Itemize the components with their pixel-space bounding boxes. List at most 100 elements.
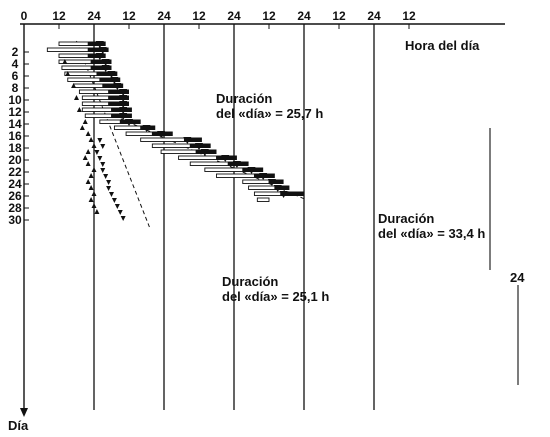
- activity-bar: [96, 71, 118, 76]
- onset-marker: [119, 89, 128, 96]
- triangle-up-marker: [94, 209, 100, 214]
- y-tick-label: 4: [12, 57, 19, 71]
- annotation-text: del «día» = 25,1 h: [222, 289, 329, 304]
- triangle-up-marker: [82, 119, 88, 124]
- rest-bar: [58, 41, 89, 46]
- annotation-text: del «día» = 25,7 h: [216, 106, 323, 121]
- activity-bar: [274, 185, 290, 190]
- x-axis-title: Hora del día: [405, 38, 480, 53]
- y-tick-label: 20: [8, 153, 22, 167]
- y-tick-label: 12: [8, 105, 22, 119]
- triangle-down-marker: [117, 210, 123, 215]
- y-tick-label: 26: [8, 189, 22, 203]
- y-tick-label: 10: [8, 93, 22, 107]
- triangle-down-marker: [103, 174, 109, 179]
- rest-bar: [160, 149, 197, 154]
- triangle-down-marker: [100, 144, 106, 149]
- rest-bar: [61, 65, 92, 70]
- y-axis-arrow: [20, 408, 28, 417]
- triangle-up-marker: [76, 107, 82, 112]
- annotation-text: Duración: [222, 274, 278, 289]
- x-tick-label: 0: [21, 9, 28, 23]
- triangle-up-marker: [88, 137, 94, 142]
- onset-marker: [267, 179, 276, 186]
- annotation-text: 24: [510, 270, 525, 285]
- y-tick-label: 24: [8, 177, 22, 191]
- activity-bar: [99, 77, 121, 82]
- x-tick-label: 12: [332, 9, 346, 23]
- onset-marker: [273, 185, 282, 192]
- triangle-up-marker: [91, 203, 97, 208]
- triangle-down-marker: [94, 150, 100, 155]
- triangle-up-marker: [91, 143, 97, 148]
- onset-marker: [98, 47, 107, 54]
- onset-marker: [247, 167, 256, 174]
- activity-bar: [184, 137, 202, 142]
- x-tick-label: 12: [262, 9, 276, 23]
- rest-bar: [84, 113, 112, 118]
- axes: 0 12 24 12 24 12 24 12 24 12 24 1224681012141618202…: [8, 9, 505, 417]
- onset-marker: [107, 71, 116, 78]
- rest-bar: [113, 125, 142, 130]
- activity-bar: [88, 41, 106, 46]
- triangle-down-marker: [100, 168, 106, 173]
- onset-marker: [95, 41, 104, 48]
- triangle-down-marker: [114, 204, 120, 209]
- x-tick-label: 24: [297, 9, 311, 23]
- grid-lines: [93, 24, 519, 410]
- triangle-up-marker: [85, 149, 91, 154]
- triangle-up-marker: [79, 125, 85, 130]
- x-tick-label: 12: [52, 9, 66, 23]
- onset-marker: [113, 83, 122, 90]
- triangle-down-marker: [106, 180, 112, 185]
- onset-marker: [232, 161, 241, 168]
- triangle-down-marker: [111, 198, 117, 203]
- rest-bar: [58, 59, 92, 64]
- y-tick-label: 16: [8, 129, 22, 143]
- onset-marker: [101, 59, 110, 66]
- rest-bar: [81, 107, 112, 112]
- triangle-down-marker: [97, 138, 103, 143]
- triangle-up-marker: [88, 185, 94, 190]
- y-tick-label: 14: [8, 117, 22, 131]
- x-tick-label: 12: [122, 9, 136, 23]
- triangle-up-marker: [91, 167, 97, 172]
- x-tick-label: 24: [157, 9, 171, 23]
- rest-bar: [253, 191, 282, 196]
- triangle-up-marker: [88, 173, 94, 178]
- onset-marker: [157, 131, 166, 138]
- rest-bar: [140, 137, 185, 142]
- rest-bar: [216, 173, 255, 178]
- onset-marker: [279, 191, 288, 198]
- triangle-up-marker: [85, 161, 91, 166]
- y-tick-label: 22: [8, 165, 22, 179]
- triangle-down-marker: [120, 216, 126, 221]
- activity-bar: [108, 95, 129, 100]
- triangle-down-marker: [97, 156, 103, 161]
- triangle-up-marker: [62, 59, 68, 64]
- onset-marker: [142, 125, 151, 132]
- y-tick-label: 8: [12, 81, 19, 95]
- onset-marker: [119, 113, 128, 120]
- activity-bar: [108, 101, 129, 106]
- triangle-up-marker: [82, 155, 88, 160]
- trend-line: [76, 40, 150, 228]
- rest-bar: [125, 131, 153, 136]
- event-markers: [62, 41, 288, 221]
- rest-bar: [189, 161, 229, 166]
- y-tick-label: 28: [8, 201, 22, 215]
- onset-marker: [110, 77, 119, 84]
- triangle-up-marker: [71, 83, 77, 88]
- rest-bar: [151, 143, 191, 148]
- rest-bar: [73, 83, 104, 88]
- triangle-up-marker: [85, 179, 91, 184]
- onset-marker: [101, 65, 110, 72]
- activity-bar: [91, 65, 112, 70]
- rest-bar: [58, 53, 89, 58]
- triangle-up-marker: [91, 191, 97, 196]
- onset-marker: [119, 101, 128, 108]
- annotation-text: del «día» = 33,4 h: [378, 226, 485, 241]
- onset-marker: [200, 149, 209, 156]
